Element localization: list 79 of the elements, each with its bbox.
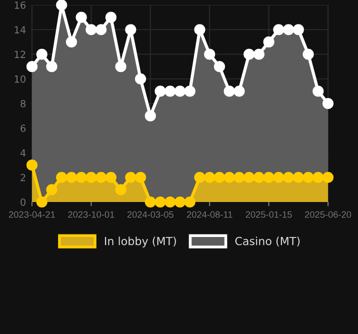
point — [234, 172, 245, 183]
point — [194, 172, 206, 183]
point — [184, 196, 196, 208]
point — [144, 110, 156, 122]
point — [154, 86, 166, 97]
point — [282, 172, 294, 183]
point — [292, 172, 304, 183]
point — [292, 24, 304, 36]
x-tick-label: 2025-06-20 — [305, 211, 352, 218]
x-tick-label: 2024-03-05 — [127, 211, 174, 218]
point — [174, 86, 186, 97]
point — [76, 12, 87, 23]
point — [96, 172, 107, 183]
point — [56, 172, 68, 183]
point — [322, 172, 334, 183]
point — [244, 172, 255, 183]
point — [253, 48, 264, 60]
point — [174, 196, 186, 208]
point — [105, 12, 116, 23]
legend-label: Casino (MT) — [235, 236, 300, 247]
point — [66, 172, 78, 183]
y-tick-label: 12 — [14, 50, 26, 58]
x-tick-label: 2025-01-15 — [246, 211, 292, 218]
y-tick-label: 6 — [20, 124, 26, 132]
point — [263, 172, 274, 183]
point — [86, 172, 97, 183]
point — [302, 172, 314, 183]
point — [134, 73, 146, 84]
y-tick-label: 14 — [14, 26, 26, 34]
point — [204, 172, 216, 183]
y-tick-label: 8 — [20, 100, 26, 108]
point — [86, 24, 97, 36]
x-tick-label: 2024-08-11 — [186, 211, 232, 218]
point — [184, 86, 196, 97]
point — [154, 196, 166, 208]
point — [322, 98, 334, 110]
point — [36, 48, 48, 60]
point — [125, 172, 136, 183]
x-tick-label: 2023-10-01 — [68, 211, 114, 218]
point — [224, 86, 235, 97]
point — [56, 0, 68, 11]
legend-label: In lobby (MT) — [104, 236, 176, 248]
point — [214, 172, 226, 183]
point — [66, 36, 78, 48]
point — [115, 184, 126, 196]
point — [214, 61, 226, 72]
point — [36, 196, 48, 208]
point — [224, 172, 235, 183]
point — [244, 48, 255, 60]
point — [76, 172, 87, 183]
point — [164, 196, 176, 208]
point — [204, 48, 216, 60]
point — [194, 24, 206, 36]
point — [253, 172, 264, 183]
point — [26, 160, 38, 171]
y-tick-label: 2 — [20, 174, 26, 182]
point — [105, 172, 116, 183]
point — [302, 48, 314, 60]
point — [115, 61, 126, 72]
point — [234, 86, 245, 97]
point — [273, 24, 284, 36]
point — [96, 24, 107, 36]
point — [273, 172, 284, 183]
point — [312, 86, 324, 97]
point — [26, 61, 38, 72]
point — [164, 86, 176, 97]
y-tick-label: 16 — [14, 1, 26, 9]
point — [144, 196, 156, 208]
y-tick-label: 4 — [20, 149, 26, 156]
point — [46, 61, 58, 72]
x-tick-label: 2023-04-21 — [9, 211, 55, 218]
point — [46, 184, 58, 196]
point — [282, 24, 294, 36]
y-tick-label: 10 — [14, 75, 26, 83]
point — [312, 172, 324, 183]
point — [263, 36, 274, 48]
point — [125, 24, 136, 36]
point — [134, 172, 146, 183]
y-tick-label: 0 — [20, 198, 26, 206]
